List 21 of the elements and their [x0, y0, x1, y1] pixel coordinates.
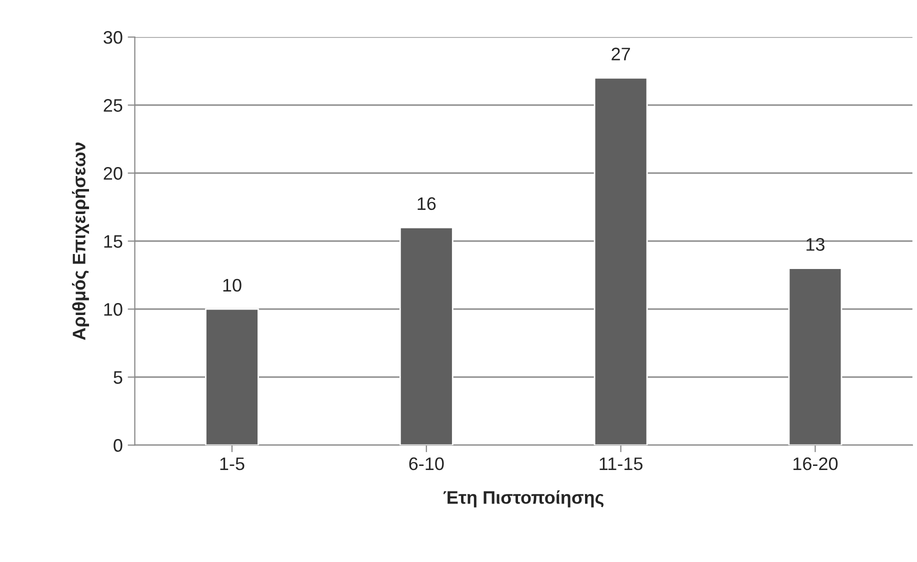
x-tick-label: 16-20 — [794, 457, 838, 470]
y-tick-label: 5 — [114, 371, 122, 384]
x-tick-label: 11-15 — [600, 458, 642, 470]
bar — [205, 308, 259, 446]
y-tick-label: 10 — [104, 303, 122, 316]
x-tick-label: 6-10 — [409, 457, 444, 470]
data-label: 10 — [223, 278, 242, 292]
data-label: 13 — [806, 238, 824, 251]
x-axis-title: Έτη Πιστοποίησης — [443, 490, 604, 508]
y-tick-label: 30 — [104, 31, 122, 44]
y-tick-label: 15 — [104, 235, 122, 248]
y-tick-label: 20 — [104, 167, 122, 180]
y-tick-label: 0 — [114, 439, 122, 452]
y-tick-label: 25 — [104, 99, 122, 112]
data-label: 27 — [612, 48, 630, 60]
y-axis-title: Αριθμός Επιχειρήσεων — [72, 142, 90, 340]
bar — [788, 268, 842, 446]
data-label: 16 — [418, 197, 436, 210]
bar — [594, 77, 648, 446]
x-tick-label: 1-5 — [220, 458, 244, 470]
bar — [399, 226, 454, 446]
